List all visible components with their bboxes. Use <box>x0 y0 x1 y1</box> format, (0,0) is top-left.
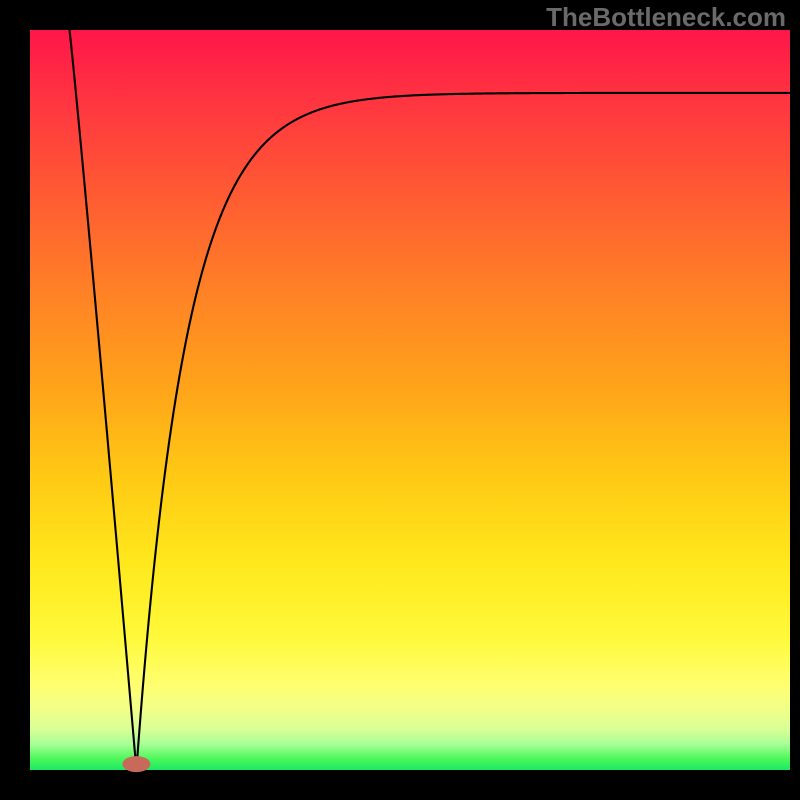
watermark-text: TheBottleneck.com <box>546 2 786 33</box>
chart-root: TheBottleneck.com <box>0 0 800 800</box>
min-marker <box>122 756 150 772</box>
bottleneck-curve <box>70 30 790 770</box>
curve-layer <box>0 0 800 800</box>
